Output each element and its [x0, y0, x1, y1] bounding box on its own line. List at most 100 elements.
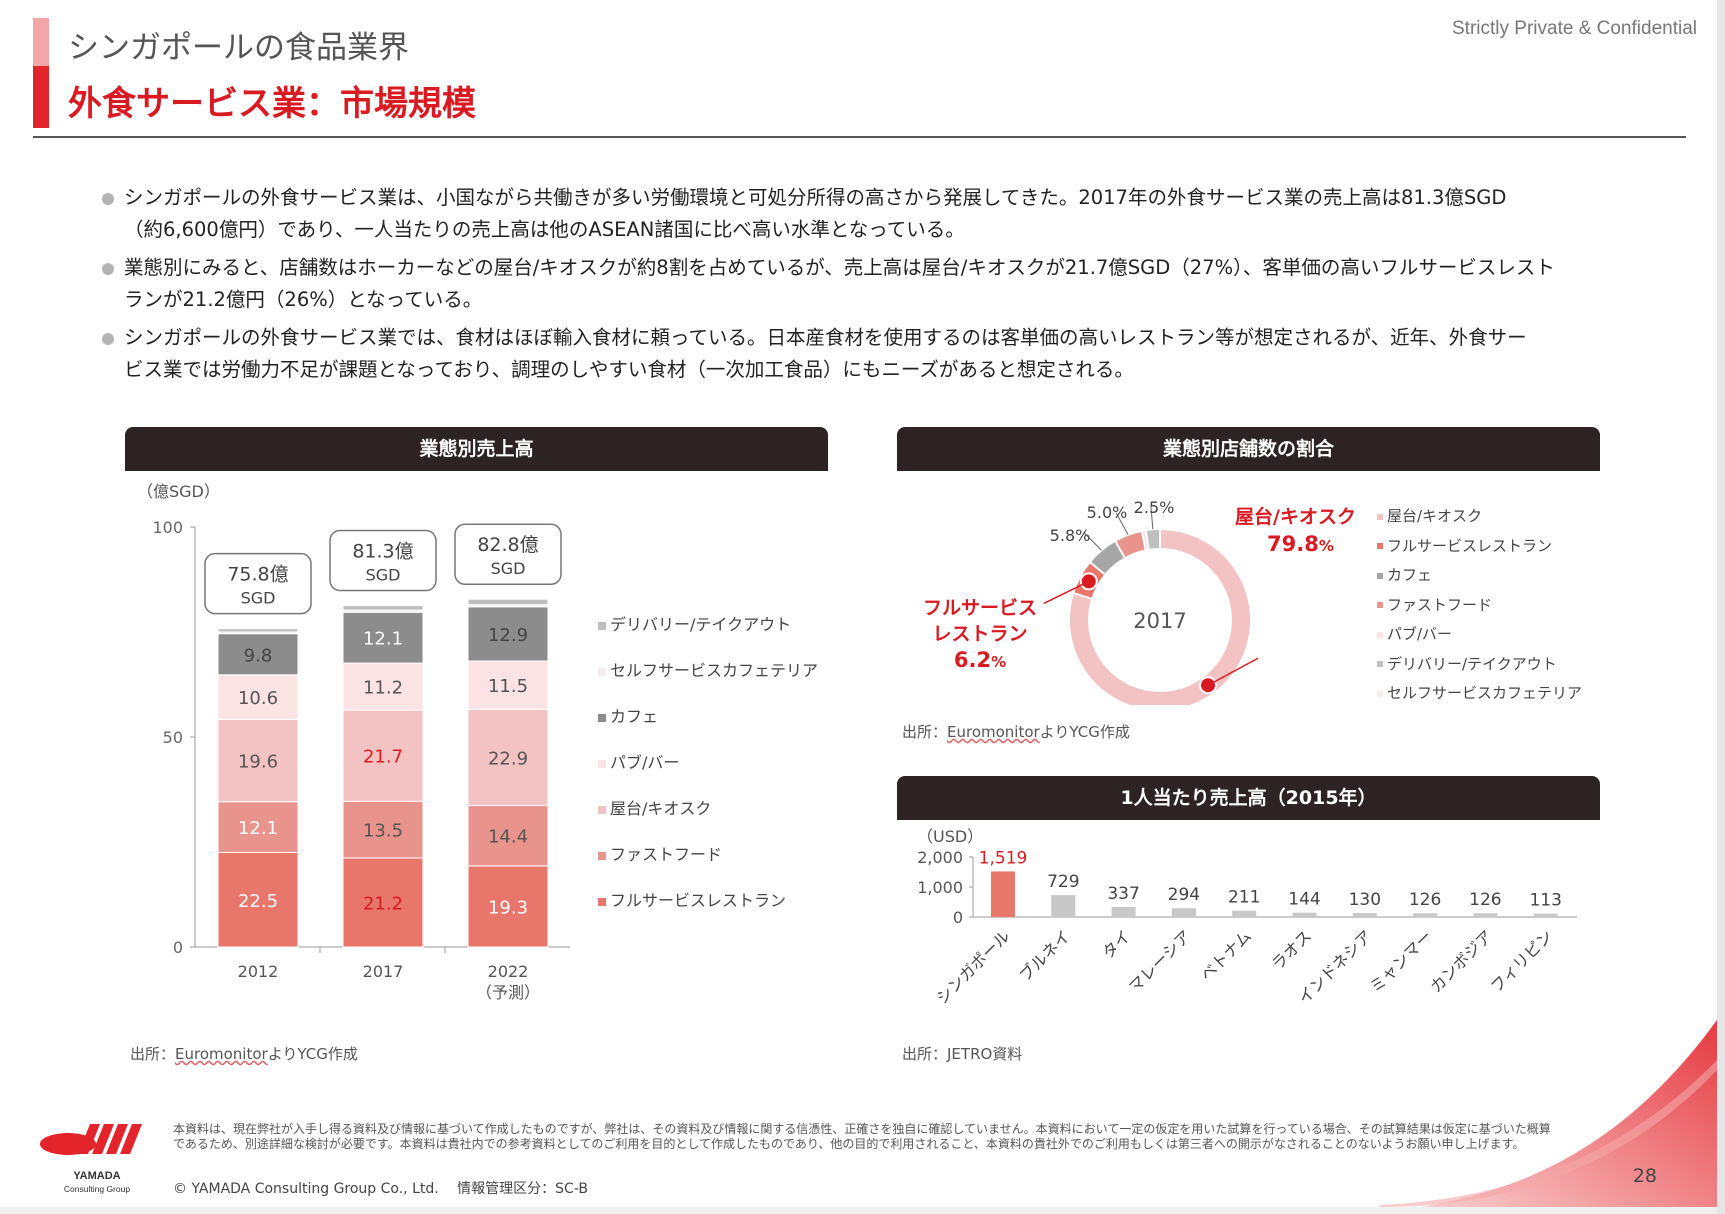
callout-line	[1207, 657, 1259, 686]
legend-item: セルフサービスカフェテリア	[1377, 682, 1582, 703]
bullet-item: シンガポールの外食サービス業では、食材はほぼ輸入食材に頼っている。日本産食材を使…	[102, 322, 1632, 386]
panel-header-sales: 業態別売上高	[125, 427, 828, 471]
bar-segment	[217, 628, 299, 633]
total-value: 81.3億	[352, 541, 413, 563]
legend-item: パブ/バー	[598, 749, 679, 773]
copyright-text: © YAMADA Consulting Group Co., Ltd. 情報管理…	[173, 1181, 588, 1197]
source-suffix: よりYCG作成	[267, 1045, 358, 1063]
donut-slice	[1068, 527, 1252, 705]
slide-title: 外食サービス業：市場規模	[68, 84, 476, 124]
legend-item: セルフサービスカフェテリア	[598, 657, 818, 681]
full-service-label-line2: レストラン	[932, 623, 1027, 645]
bar-segment	[217, 674, 299, 720]
per-capita-bar-chart: （USD） 0 1,000 2,000 1,519 シンガポール 729 ブルネイ 337 タイ 2…	[917, 827, 1577, 1008]
bar-value-label: 21.2	[363, 893, 403, 914]
legend-item: デリバリー/テイクアウト	[1377, 653, 1557, 674]
store-share-donut-chart: 2017 屋台/キオスク 79.8% フルサービスレストラン 6.2% 5.8% 5.0% 2…	[923, 498, 1356, 705]
legend-swatch	[598, 667, 606, 676]
bar	[1413, 913, 1438, 917]
bar	[991, 871, 1015, 917]
panel-header-store-share: 業態別店舗数の割合	[897, 427, 1600, 471]
x-tick-label: 2022	[488, 962, 529, 981]
bar-value-label: 294	[1168, 885, 1200, 905]
fastfood-value-label: 5.0%	[1087, 503, 1128, 522]
bar-segment	[467, 865, 549, 948]
legend-label: セルフサービスカフェテリア	[610, 661, 819, 680]
bar-value-label: 19.3	[488, 897, 528, 918]
total-value: 75.8億	[227, 564, 288, 586]
bullet-dot-icon	[102, 333, 114, 345]
legend-label: セルフサービスカフェテリア	[1387, 684, 1583, 702]
legend-swatch	[598, 759, 606, 768]
bullet-line: シンガポールの外食サービス業では、食材はほぼ輸入食材に頼っている。日本産食材を使…	[124, 326, 1527, 349]
legend-label: ファストフード	[1387, 595, 1493, 614]
scrollbar[interactable]	[1717, 0, 1725, 1214]
bar-segment	[342, 611, 424, 664]
bar-value-label: 21.7	[363, 747, 403, 768]
total-callout	[454, 523, 562, 585]
x-tick-label: 2012	[238, 962, 279, 981]
bar-value-label: 144	[1288, 890, 1320, 910]
page-number: 28	[1632, 1165, 1657, 1187]
accent-bar-top	[33, 18, 49, 66]
x-tick-label: ブルネイ	[1015, 926, 1074, 985]
legend-item: 屋台/キオスク	[1377, 505, 1482, 526]
callout-dot	[1199, 676, 1218, 695]
total-callout	[204, 552, 312, 615]
donut-slice	[1144, 527, 1161, 552]
per-capita-source: 出所：JETRO資料	[902, 1045, 1023, 1063]
bar-segment	[217, 718, 299, 803]
logo-name: YAMADA	[73, 1170, 121, 1182]
source-suffix: よりYCG作成	[1039, 723, 1130, 741]
bar-value-label: 729	[1047, 872, 1079, 892]
x-tick-label: フィリピン	[1487, 926, 1557, 996]
sales-source: 出所：EuromonitorよりYCG作成	[130, 1043, 358, 1064]
total-unit: SGD	[491, 559, 526, 578]
x-tick-label: マレーシア	[1125, 926, 1195, 996]
legend-label: パブ/バー	[610, 753, 680, 772]
bar-value-label: 337	[1107, 884, 1139, 904]
bar-segment	[467, 708, 549, 806]
x-tick-label: ラオス	[1268, 926, 1315, 973]
accent-bar-bottom	[33, 66, 49, 128]
footer-swoosh	[1380, 1020, 1717, 1207]
bar-value-label: 11.5	[488, 676, 528, 697]
bar-value-label: 14.4	[488, 827, 528, 848]
legend-swatch	[1377, 690, 1383, 697]
bullet-dot-icon	[102, 263, 114, 275]
bar-segment	[467, 660, 549, 710]
bar	[1473, 913, 1498, 917]
bar-value-label: 9.8	[244, 645, 273, 666]
legend-swatch	[598, 851, 606, 860]
bar-value-label: 126	[1409, 890, 1441, 910]
legend-label: デリバリー/テイクアウト	[610, 615, 792, 634]
legend-swatch	[1377, 513, 1383, 520]
y-tick-label: 100	[152, 518, 183, 537]
x-tick-label: ミャンマー	[1366, 926, 1436, 996]
callout-line	[1083, 531, 1102, 551]
store-share-source: 出所：EuromonitorよりYCG作成	[902, 721, 1130, 742]
bar-value-label: 13.5	[363, 821, 403, 842]
bar-value-label: 19.6	[238, 752, 278, 773]
stall-name-label: 屋台/キオスク	[1235, 505, 1356, 528]
bar-segment	[342, 800, 424, 859]
legend-item: カフェ	[598, 703, 658, 727]
legend-item: ファストフード	[1377, 594, 1492, 615]
legend-label: デリバリー/テイクアウト	[1387, 654, 1557, 673]
source-euromonitor: Euromonitor	[947, 723, 1040, 741]
legend-item: 屋台/キオスク	[598, 795, 711, 819]
bar	[1533, 913, 1558, 917]
full-service-label-line1: フルサービス	[923, 597, 1037, 619]
legend-item: カフェ	[1377, 564, 1432, 585]
logo-wordmark: YAMADA Consulting Group	[42, 1170, 152, 1196]
x-tick-label: 2017	[363, 962, 404, 981]
bar-value-label: 12.1	[238, 818, 278, 839]
legend-item: デリバリー/テイクアウト	[598, 611, 791, 635]
y-tick-label: 2,000	[917, 848, 963, 867]
legend-swatch	[598, 621, 606, 630]
legend-label: フルサービスレストラン	[610, 891, 787, 910]
total-unit: SGD	[241, 589, 276, 608]
bullet-dot-icon	[102, 193, 114, 205]
bullet-list: シンガポールの外食サービス業は、小国ながら共働きが多い労働環境と可処分所得の高さ…	[102, 182, 1632, 392]
